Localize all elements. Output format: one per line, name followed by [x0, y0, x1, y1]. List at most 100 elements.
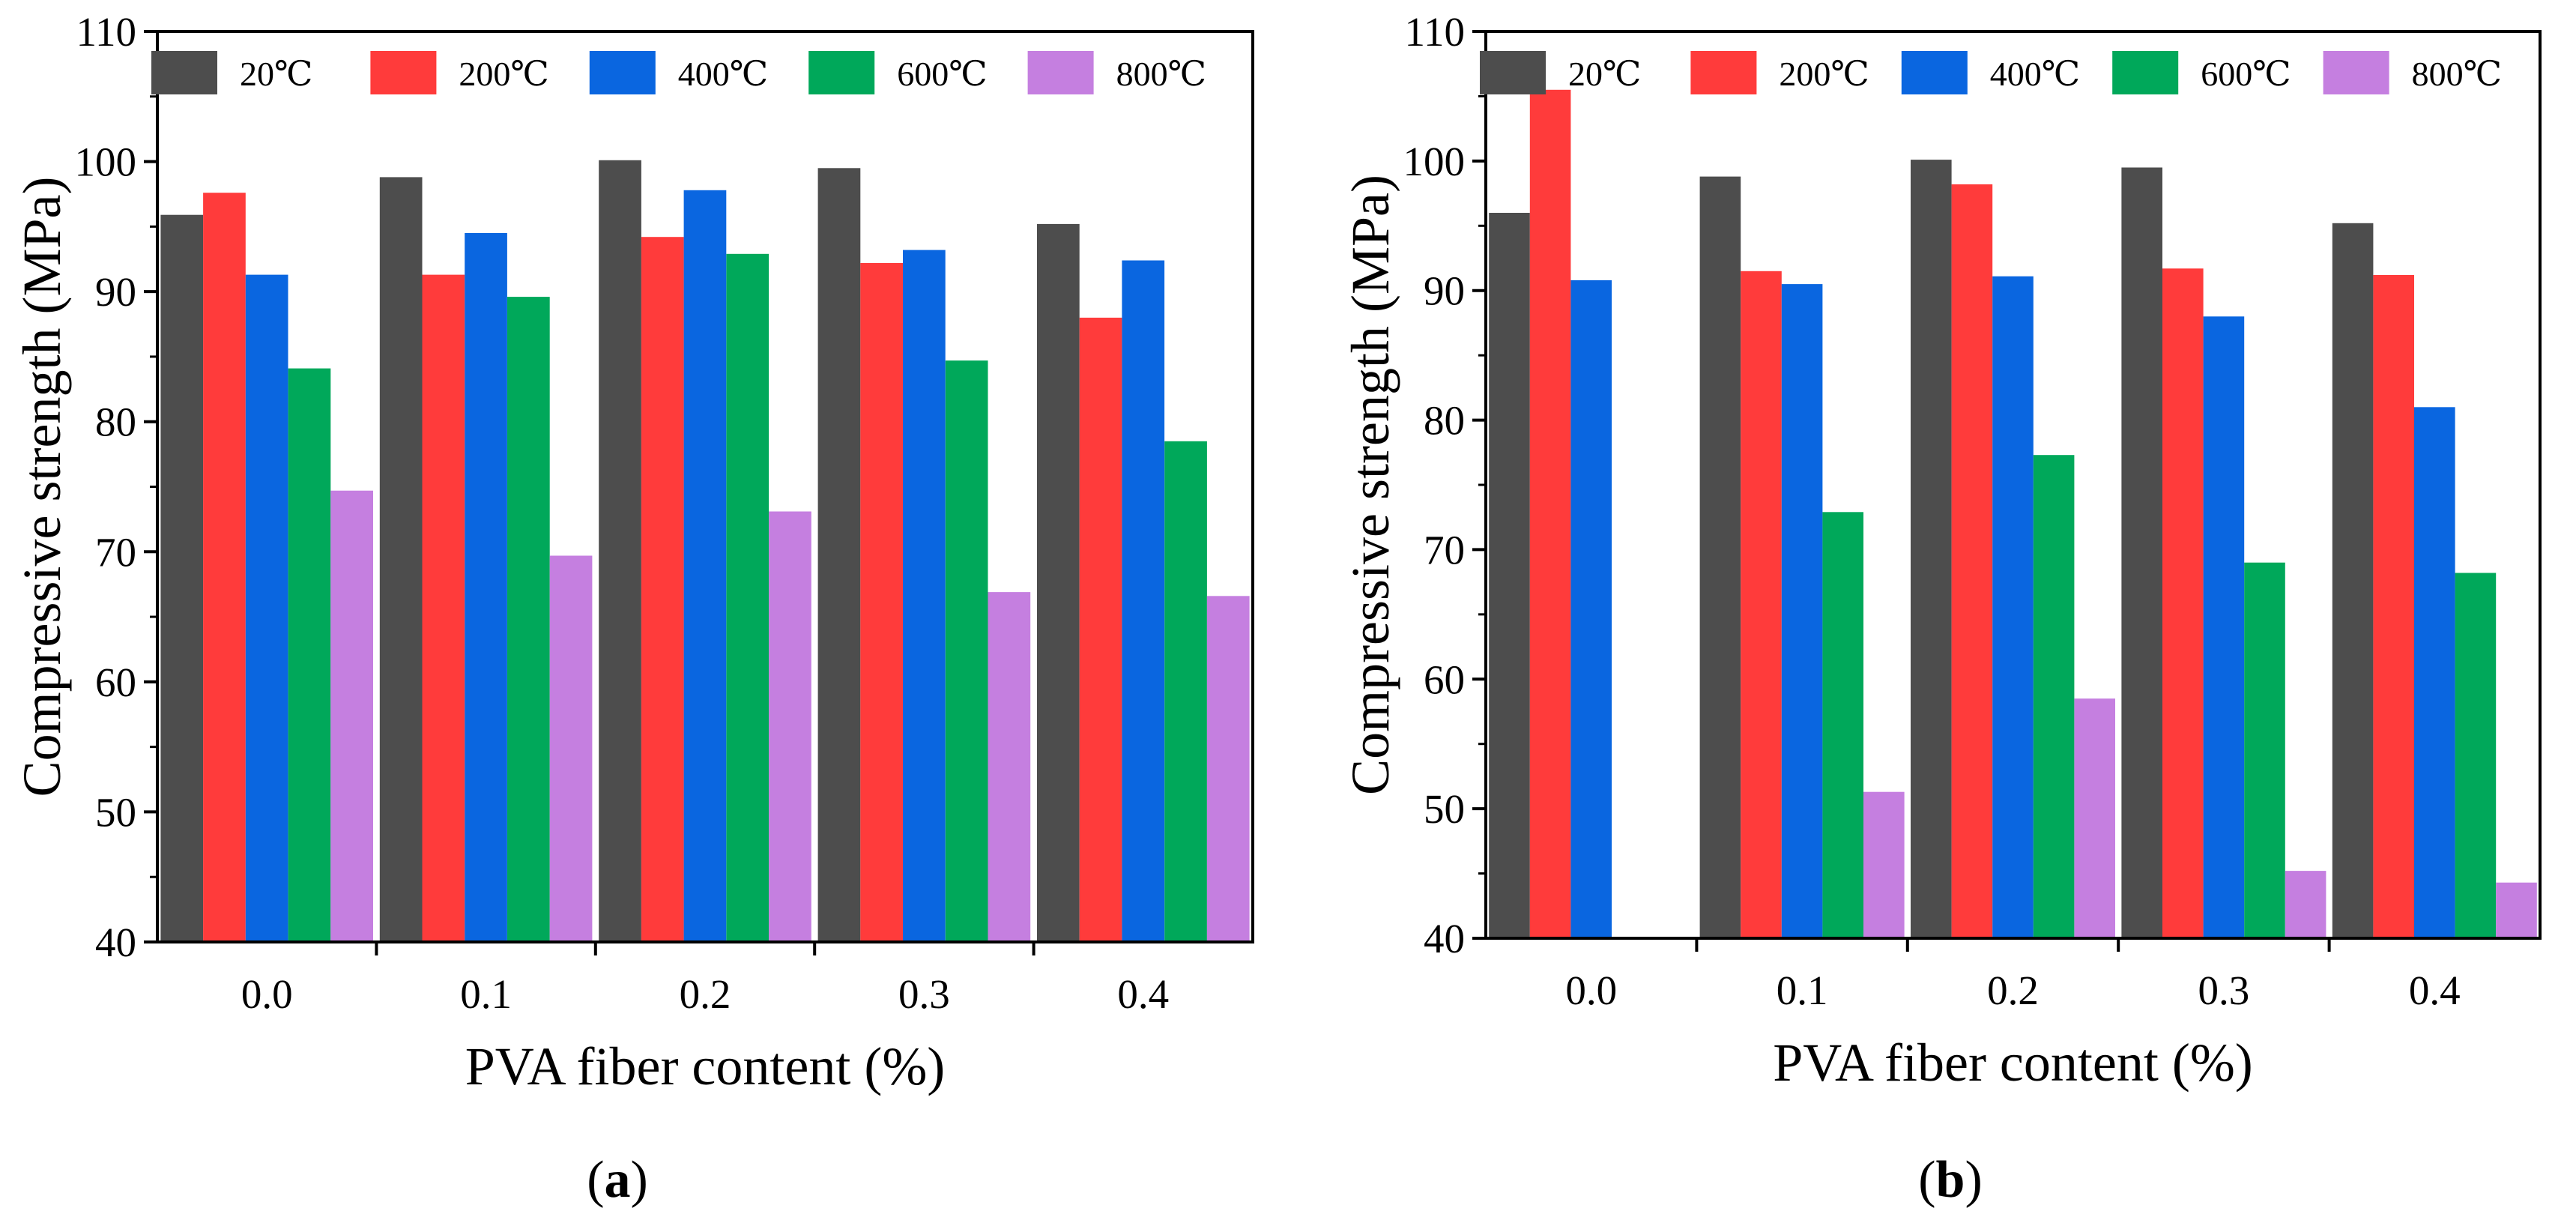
- bar-0.4-series-2: [2414, 407, 2455, 938]
- chart-panel-a: 40 50 60 70 80 90 100 110 0.0 0.1 0.2 0.3 0.4 PVA fib…: [12, 9, 1254, 1209]
- bar-0.1-series-3: [507, 297, 550, 943]
- bar-0.0-series-1: [1529, 89, 1571, 938]
- legend-swatch-0: [1480, 51, 1546, 94]
- panel-label-open: (: [587, 1151, 604, 1209]
- legend: 20℃ 200℃ 400℃ 600℃ 800℃: [1480, 51, 2502, 94]
- bar-0.1-series-3: [1822, 512, 1863, 938]
- legend-label-4: 800℃: [1116, 55, 1206, 93]
- y-tick-label: 70: [1424, 527, 1465, 573]
- panel-label: (b): [1918, 1151, 1983, 1209]
- bar-0.1-series-1: [422, 274, 465, 943]
- bar-0.4-series-1: [2373, 275, 2414, 938]
- bar-0.2-series-3: [2033, 455, 2075, 938]
- legend-swatch-4: [1027, 51, 1094, 94]
- bar-0.2-series-4: [769, 511, 811, 942]
- chart-panel-b: 40 50 60 70 80 90 100 110 0.0 0.1 0.2 0.3 0.4 PVA fib…: [1340, 9, 2542, 1209]
- x-tick-label: 0.3: [898, 971, 950, 1017]
- bar-0.4-series-4: [1206, 596, 1250, 942]
- bar-0.0-series-1: [203, 193, 246, 942]
- legend-label-2: 400℃: [678, 55, 768, 93]
- bar-0.3-series-2: [903, 250, 946, 943]
- x-tick-label: 0.2: [1987, 967, 2039, 1013]
- y-tick-label: 80: [95, 399, 136, 445]
- x-tick-label: 0.1: [1777, 967, 1828, 1013]
- bar-0.1-series-2: [1781, 284, 1823, 939]
- panel-label-close: ): [1965, 1151, 1982, 1209]
- panel-label-letter: a: [605, 1151, 631, 1209]
- bar-0.2-series-1: [641, 237, 684, 942]
- bar-0.3-series-4: [2285, 871, 2326, 938]
- y-tick-label: 40: [95, 920, 136, 965]
- y-tick-label: 50: [95, 789, 136, 835]
- legend-swatch-1: [370, 51, 437, 94]
- bar-0.1-series-0: [1699, 176, 1741, 939]
- bar-0.2-series-0: [599, 160, 641, 942]
- bar-0.3-series-1: [2162, 268, 2204, 938]
- bar-0.1-series-2: [465, 233, 507, 942]
- legend-swatch-2: [589, 51, 656, 94]
- bar-0.1-series-0: [379, 177, 423, 942]
- x-tick-label: 0.0: [241, 971, 293, 1017]
- bar-0.1-series-4: [549, 555, 593, 942]
- x-tick-label: 0.4: [2409, 967, 2461, 1013]
- legend: 20℃ 200℃ 400℃ 600℃ 800℃: [151, 51, 1206, 94]
- bar-0.3-series-0: [817, 168, 861, 943]
- bar-0.4-series-0: [2332, 223, 2374, 938]
- bar-0.2-series-3: [726, 253, 770, 942]
- y-tick-label: 110: [1405, 9, 1465, 55]
- bar-0.3-series-4: [988, 592, 1031, 942]
- legend-label-1: 200℃: [1779, 55, 1869, 93]
- y-tick-label: 90: [95, 269, 136, 315]
- y-axis-title: Compressive strength (MPa): [12, 177, 72, 797]
- legend-swatch-4: [2323, 51, 2389, 94]
- bar-0.3-series-0: [2121, 167, 2162, 938]
- legend-label-3: 600℃: [2201, 55, 2291, 93]
- bar-0.0-series-0: [1489, 213, 1530, 938]
- y-tick-label: 100: [1403, 139, 1466, 184]
- legend-label-0: 20℃: [240, 55, 312, 93]
- bar-0.1-series-4: [1863, 791, 1905, 938]
- bar-0.4-series-4: [2496, 882, 2537, 938]
- bar-0.3-series-3: [945, 360, 988, 943]
- legend-label-0: 20℃: [1568, 55, 1641, 93]
- bar-0.2-series-4: [2074, 698, 2115, 938]
- bar-0.2-series-2: [1992, 276, 2034, 938]
- bar-0.4-series-3: [2455, 573, 2497, 938]
- bar-0.0-series-2: [1570, 280, 1612, 938]
- y-tick-label: 80: [1424, 398, 1465, 444]
- x-tick-label: 0.4: [1117, 971, 1169, 1017]
- bar-0.2-series-2: [683, 190, 727, 943]
- x-tick-label: 0.1: [460, 971, 512, 1017]
- panel-label-close: ): [631, 1151, 648, 1209]
- bar-0.4-series-1: [1079, 317, 1122, 942]
- y-tick-label: 60: [1424, 656, 1465, 702]
- x-tick-label: 0.2: [680, 971, 731, 1017]
- bar-0.3-series-1: [860, 263, 903, 942]
- x-axis-title: PVA fiber content (%): [1773, 1033, 2253, 1093]
- panel-label-open: (: [1918, 1151, 1935, 1209]
- x-tick-label: 0.3: [2198, 967, 2250, 1013]
- panel-label: (a): [587, 1151, 648, 1209]
- legend-label-4: 800℃: [2412, 55, 2502, 93]
- bars: [1489, 89, 2537, 939]
- bar-0.1-series-1: [1741, 271, 1782, 938]
- y-axis-title: Compressive strength (MPa): [1340, 175, 1400, 795]
- bars: [160, 160, 1250, 943]
- legend-swatch-0: [151, 51, 217, 94]
- y-tick-label: 40: [1424, 916, 1465, 961]
- bar-0.0-series-4: [330, 490, 373, 942]
- bar-0.3-series-2: [2203, 316, 2245, 938]
- bar-0.4-series-0: [1037, 223, 1080, 942]
- legend-swatch-1: [1690, 51, 1757, 94]
- bar-0.0-series-3: [288, 368, 331, 943]
- bar-0.2-series-1: [1951, 184, 1993, 938]
- bar-0.4-series-2: [1122, 260, 1165, 942]
- x-tick-label: 0.0: [1565, 967, 1617, 1013]
- bar-0.3-series-3: [2244, 562, 2285, 938]
- x-axis-title: PVA fiber content (%): [465, 1036, 946, 1096]
- y-tick-label: 60: [95, 659, 136, 705]
- bar-0.4-series-3: [1164, 441, 1207, 943]
- y-tick-label: 70: [95, 529, 136, 575]
- legend-swatch-3: [808, 51, 875, 94]
